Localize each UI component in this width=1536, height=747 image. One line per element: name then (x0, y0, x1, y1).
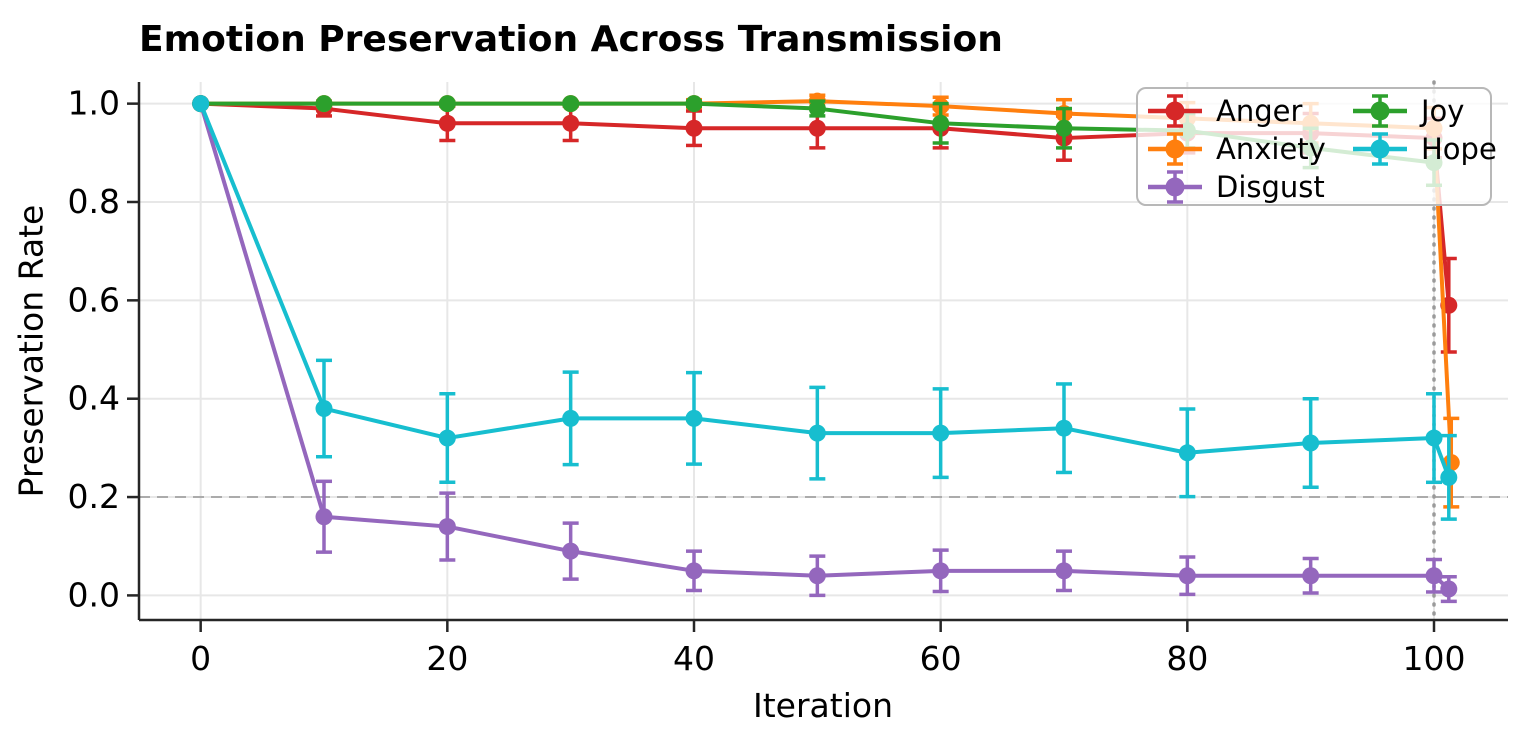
data-point (808, 567, 826, 585)
series-line (198, 101, 1451, 480)
x-tick-label: 0 (190, 639, 211, 678)
data-point (808, 424, 826, 442)
chart-title: Emotion Preservation Across Transmission (139, 19, 1003, 60)
data-point (1425, 429, 1443, 447)
y-tick-label: 0.2 (68, 477, 120, 516)
data-point (192, 95, 210, 113)
data-point (932, 114, 950, 132)
data-point (1178, 444, 1196, 462)
data-point (1440, 580, 1458, 598)
data-point (1425, 567, 1443, 585)
legend-item-anger: Anger (1146, 92, 1351, 130)
data-point (685, 95, 703, 113)
legend-marker-disgust (1148, 170, 1202, 204)
data-point (685, 562, 703, 580)
x-tick-label: 20 (426, 639, 468, 678)
data-point (685, 409, 703, 427)
legend-label: Disgust (1216, 170, 1325, 204)
legend-marker-anger (1148, 94, 1202, 128)
legend-label: Anxiety (1216, 132, 1326, 166)
data-point (1055, 419, 1073, 437)
data-point (1055, 119, 1073, 137)
legend-marker-joy (1353, 94, 1407, 128)
series-disgust (192, 95, 1458, 604)
legend-item-hope: Hope (1351, 130, 1497, 168)
series-hope (192, 95, 1458, 521)
legend-label: Anger (1216, 94, 1303, 128)
data-point (808, 100, 826, 118)
x-tick-label: 100 (1403, 639, 1466, 678)
data-point (562, 95, 580, 113)
data-point (1442, 454, 1460, 472)
data-point (438, 114, 456, 132)
data-point (932, 424, 950, 442)
series-line (198, 101, 1451, 592)
x-tick-label: 40 (673, 639, 715, 678)
data-point (438, 429, 456, 447)
data-point (808, 119, 826, 137)
data-point (438, 95, 456, 113)
data-point (1178, 567, 1196, 585)
legend-item-disgust: Disgust (1146, 168, 1351, 206)
y-tick-label: 1.0 (68, 84, 120, 123)
data-point (1055, 562, 1073, 580)
y-tick-label: 0.4 (68, 379, 120, 418)
data-point (438, 518, 456, 536)
legend-marker-anxiety (1148, 132, 1202, 166)
data-point (562, 542, 580, 560)
y-tick-label: 0.8 (68, 182, 120, 221)
legend-label: Joy (1421, 94, 1465, 128)
data-point (562, 114, 580, 132)
x-axis-label: Iteration (753, 686, 893, 725)
legend-item-anxiety: Anxiety (1146, 130, 1351, 168)
data-point (1440, 468, 1458, 486)
x-tick-label: 80 (1166, 639, 1208, 678)
data-point (685, 119, 703, 137)
data-point (315, 400, 333, 418)
y-axis-label: Preservation Rate (11, 204, 51, 498)
data-point (315, 508, 333, 526)
legend-marker-hope (1353, 132, 1407, 166)
y-tick-label: 0.6 (68, 280, 120, 319)
x-tick-label: 60 (920, 639, 962, 678)
data-point (315, 95, 333, 113)
legend-item-joy: Joy (1351, 92, 1497, 130)
data-point (1302, 567, 1320, 585)
y-tick-label: 0.0 (68, 575, 120, 614)
legend-label: Hope (1421, 132, 1497, 166)
legend: Anger Anxiety Disgust Joy Hope (1136, 87, 1497, 206)
data-point (562, 409, 580, 427)
axes: 0.0 0.2 0.4 0.6 0.8 1.0 0 20 40 60 80 100 (68, 82, 1508, 678)
data-point (932, 562, 950, 580)
data-point (1302, 434, 1320, 452)
